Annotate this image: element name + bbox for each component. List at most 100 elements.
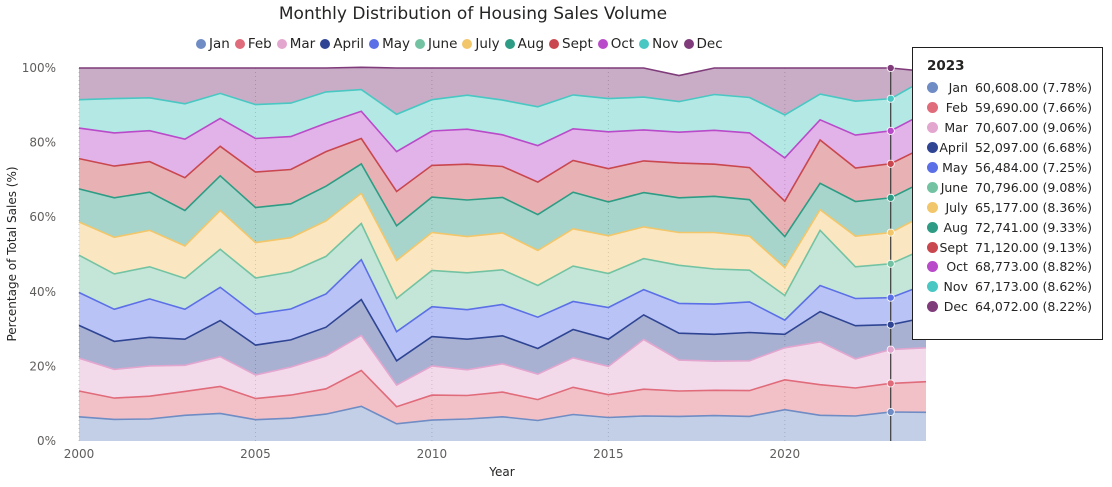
- tooltip-value: 59,690.00 (7.66%): [974, 100, 1092, 116]
- area-jan[interactable]: [79, 406, 926, 441]
- tooltip-value: 71,120.00 (9.13%): [974, 239, 1092, 255]
- axis-ticks: 0% 20% 40% 60% 80% 100% 2000 2005 2010 2015 2020: [22, 61, 800, 461]
- legend-label: Dec: [696, 36, 723, 52]
- chart-title: Monthly Distribution of Housing Sales Vo…: [278, 4, 668, 24]
- tooltip-marker: [927, 82, 938, 94]
- tooltip-label: Aug: [943, 219, 968, 235]
- legend-item-dec[interactable]: Dec: [683, 36, 723, 52]
- area-oct[interactable]: [79, 111, 926, 202]
- tooltip-label: Jan: [948, 80, 968, 96]
- legend-label: April: [333, 36, 365, 52]
- tooltip-marker: [927, 181, 938, 193]
- legend-item-aug[interactable]: Aug: [504, 36, 545, 52]
- y-tick-label: 80%: [29, 136, 56, 150]
- legend-item-june[interactable]: June: [414, 36, 457, 52]
- tooltip-label: Sept: [939, 239, 968, 255]
- tooltip-marker: [927, 142, 938, 154]
- y-tick-label: 0%: [37, 434, 56, 448]
- legend-label: July: [475, 36, 500, 52]
- hover-point-aug: [886, 193, 895, 202]
- area-feb[interactable]: [79, 370, 926, 424]
- legend-marker: [234, 39, 245, 49]
- area-may[interactable]: [79, 259, 926, 361]
- tooltip-label: July: [945, 199, 968, 215]
- x-tick-label: 2020: [770, 447, 801, 461]
- tooltip-value: 68,773.00 (8.82%): [974, 259, 1092, 275]
- tooltip-row-june: June 70,796.00 (9.08%): [927, 177, 1092, 197]
- tooltip-value: 65,177.00 (8.36%): [974, 199, 1092, 215]
- legend-item-july[interactable]: July: [462, 36, 500, 52]
- legend-marker: [683, 39, 694, 49]
- area-aug[interactable]: [79, 163, 926, 268]
- legend-label: Oct: [610, 36, 635, 52]
- y-tick-label: 40%: [29, 285, 56, 299]
- tooltip-value: 67,173.00 (8.62%): [974, 279, 1092, 295]
- legend-item-sept[interactable]: Sept: [549, 36, 593, 52]
- tooltip-marker: [927, 221, 938, 233]
- legend-marker: [504, 39, 515, 49]
- tooltip-rows: Jan 60,608.00 (7.78%) Feb 59,690.00 (7.66%)…: [927, 78, 1092, 317]
- y-tick-label: 20%: [29, 359, 56, 373]
- tooltip-marker: [927, 162, 938, 173]
- tooltip-marker: [927, 261, 938, 273]
- hover-point-nov: [886, 94, 895, 103]
- tooltip-row-jan: Jan 60,608.00 (7.78%): [927, 78, 1092, 98]
- area-mar[interactable]: [79, 335, 926, 407]
- tooltip-value: 52,097.00 (6.68%): [974, 140, 1092, 156]
- series-line-sept: [78, 137, 927, 203]
- x-axis-label: Year: [488, 465, 514, 479]
- legend-label: Feb: [247, 36, 272, 52]
- tooltip-value: 60,608.00 (7.78%): [974, 80, 1092, 96]
- hover-point-mar: [886, 345, 895, 354]
- area-sept[interactable]: [79, 138, 926, 237]
- hover-point-feb: [886, 379, 895, 388]
- area-april[interactable]: [79, 299, 926, 386]
- legend-label: Mar: [289, 36, 316, 52]
- tooltip-marker: [927, 102, 938, 114]
- legend-marker: [639, 39, 650, 49]
- tooltip-label: Feb: [945, 100, 968, 116]
- legend-marker: [320, 39, 331, 49]
- hover-point-may: [886, 293, 895, 302]
- legend-item-jan[interactable]: Jan: [196, 36, 230, 52]
- tooltip-label: April: [939, 140, 968, 156]
- series-line-oct: [78, 110, 927, 159]
- legend-label: Nov: [652, 36, 679, 52]
- series-line-nov: [78, 78, 927, 116]
- tooltip-row-april: April 52,097.00 (6.68%): [927, 138, 1092, 158]
- area-june[interactable]: [79, 223, 926, 332]
- series-line-may: [78, 258, 927, 333]
- area-july[interactable]: [79, 193, 926, 299]
- x-tick-label: 2010: [417, 447, 448, 461]
- legend-item-feb[interactable]: Feb: [234, 36, 272, 52]
- series-line-april: [78, 298, 927, 362]
- legend-marker: [549, 39, 560, 49]
- tooltip-row-feb: Feb 59,690.00 (7.66%): [927, 98, 1092, 118]
- x-tick-label: 2015: [593, 447, 624, 461]
- legend-item-may[interactable]: May: [369, 36, 410, 52]
- hover-point-july: [886, 228, 895, 237]
- legend-marker: [276, 39, 287, 49]
- legend-marker: [196, 39, 206, 49]
- legend-item-mar[interactable]: Mar: [276, 36, 316, 52]
- tooltip-row-mar: Mar 70,607.00 (9.06%): [927, 118, 1092, 138]
- tooltip-value: 64,072.00 (8.22%): [974, 299, 1092, 315]
- series-line-dec: [79, 66, 927, 77]
- y-tick-label: 100%: [22, 61, 56, 75]
- area-layer: [78, 66, 927, 441]
- series-line-july: [78, 192, 927, 269]
- hover-point-april: [886, 320, 895, 329]
- legend-item-april[interactable]: April: [320, 36, 364, 52]
- legend-label: Aug: [517, 36, 545, 52]
- tooltip-value: 70,607.00 (9.06%): [974, 120, 1092, 136]
- legend-marker: [369, 39, 380, 49]
- legend[interactable]: Jan Feb Mar April May June July Aug Sept Oct Nov De…: [196, 34, 728, 54]
- legend-item-nov[interactable]: Nov: [639, 36, 679, 52]
- tooltip-marker: [927, 281, 938, 293]
- tooltip-marker: [927, 122, 938, 134]
- legend-marker: [462, 39, 473, 49]
- area-nov[interactable]: [79, 78, 926, 158]
- series-line-june: [78, 222, 927, 300]
- legend-item-oct[interactable]: Oct: [597, 36, 635, 52]
